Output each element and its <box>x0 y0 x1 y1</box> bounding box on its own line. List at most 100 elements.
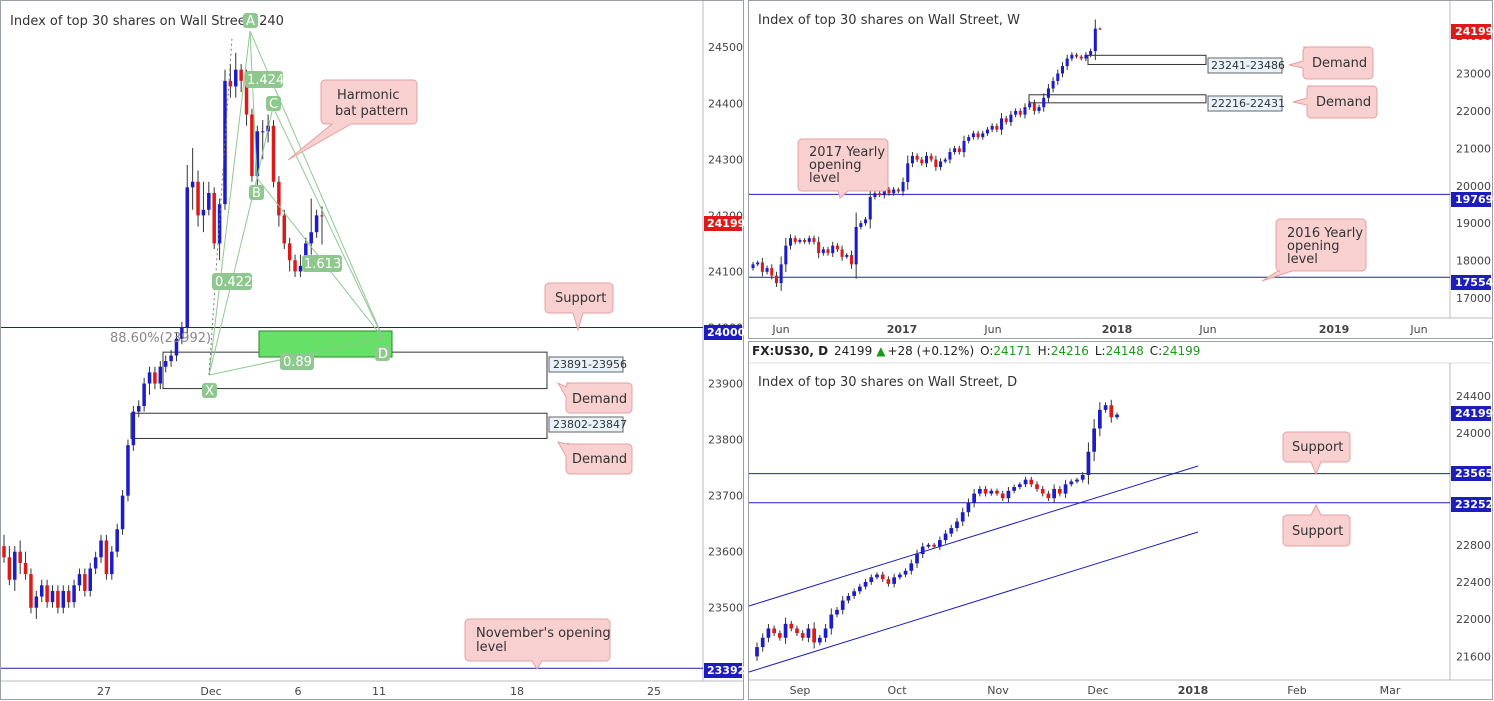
zone-2-tag <box>548 416 624 433</box>
candle-up <box>943 533 948 541</box>
chart-weekly[interactable]: Index of top 30 shares on Wall Street, W… <box>749 1 1494 336</box>
candle-up <box>185 187 190 328</box>
point-x-badge <box>202 383 217 398</box>
symbol-header: FX:US30, D 24199 ▲ +28 (+0.12%) O:24171 H:242… <box>752 344 1200 358</box>
candle-up <box>760 637 765 648</box>
candle-down <box>840 249 844 257</box>
candle-up <box>147 372 152 384</box>
candle-up <box>1092 428 1096 452</box>
candle-up <box>873 193 877 197</box>
candle-up <box>61 590 66 608</box>
dotted-projection <box>208 37 233 376</box>
candle-down <box>915 155 919 160</box>
candle-up <box>1018 484 1022 488</box>
candle-down <box>1040 488 1045 494</box>
candle-down <box>1046 493 1051 499</box>
callout-demand-1-text: Demand <box>1312 56 1367 71</box>
y-tick-label: 18000 <box>1456 255 1491 268</box>
candle-up <box>1063 484 1068 494</box>
candle-up <box>1103 405 1108 410</box>
candle-down <box>153 372 157 384</box>
channel-lower-line <box>748 531 1199 673</box>
candle-up <box>924 155 929 164</box>
y-tick-label: 24300 <box>708 153 743 166</box>
point-a-badge <box>243 13 258 28</box>
candle-up <box>966 502 971 513</box>
candle-up <box>949 528 954 534</box>
callout-2017-line2: opening <box>809 158 862 173</box>
candle-up <box>898 574 902 578</box>
candle-down <box>66 590 71 603</box>
candle-up <box>1023 479 1028 485</box>
candle-down <box>920 159 924 164</box>
zone-1-tag <box>1207 57 1283 74</box>
candle-down <box>1032 103 1036 111</box>
candles <box>751 19 1102 291</box>
candle-up <box>1042 97 1046 108</box>
candle-up <box>990 125 994 130</box>
candle-down <box>212 192 216 244</box>
candle-up <box>1086 451 1091 475</box>
candle-up <box>846 595 851 601</box>
x-tick-label: Jun <box>1409 323 1427 336</box>
y-tick-label: 24400 <box>1456 390 1491 403</box>
y-tick-label: 24100 <box>708 265 743 278</box>
candle-down <box>1075 54 1079 57</box>
y-tick-label: 24000 <box>1456 427 1491 440</box>
candle-up <box>756 262 760 265</box>
zone-1-tag <box>548 356 624 373</box>
current-price-tag <box>704 216 742 231</box>
candle-up <box>1009 114 1013 123</box>
candle-up <box>882 189 886 196</box>
candle-down <box>774 275 778 284</box>
candle-down <box>282 215 287 244</box>
candle-up <box>1069 481 1074 485</box>
x-tick-label: 2017 <box>887 323 918 336</box>
candle-up <box>1014 110 1018 115</box>
candle-down <box>929 155 933 160</box>
x-tick-label: 11 <box>372 685 386 698</box>
x-tick-label: Dec <box>1087 684 1108 697</box>
chart-daily[interactable]: FX:US30, D 24199 ▲ +28 (+0.12%) O:24171 H:242… <box>748 344 1493 697</box>
candle-down <box>896 189 900 192</box>
candle-up <box>223 80 227 205</box>
candle-up <box>1046 88 1050 98</box>
x-tick-label: Dec <box>200 685 221 698</box>
candle-up <box>136 405 141 412</box>
candle-down <box>886 579 891 584</box>
current-price-tag <box>1451 24 1491 39</box>
candle-up <box>255 131 260 177</box>
callout-2016-yearly: 2016 Yearly opening level <box>1261 218 1367 282</box>
candle-up <box>180 327 184 339</box>
callout-support: Support <box>544 282 614 332</box>
y-tick-label: 23700 <box>708 490 743 503</box>
candle-down <box>789 623 794 629</box>
candle-up <box>110 551 114 575</box>
callout-2017-line3: level <box>809 171 840 186</box>
candle-up <box>903 570 908 575</box>
candle-up <box>920 546 925 555</box>
level-1-tag <box>704 325 742 340</box>
candle-down <box>228 80 233 87</box>
point-x-label: X <box>205 384 214 399</box>
candle-down <box>196 181 200 216</box>
candle-down <box>104 540 109 575</box>
candles <box>755 399 1119 661</box>
candle-down <box>239 69 243 81</box>
chart-4h[interactable]: Index of top 30 shares on Wall Street, 2… <box>1 1 746 698</box>
callout-demand-1-text: Demand <box>572 392 627 407</box>
y-tick-label: 22000 <box>1456 613 1491 626</box>
callout-2016-line3: level <box>1287 252 1318 267</box>
candle-up <box>115 529 119 552</box>
level-1-text: 24000 <box>707 326 746 339</box>
y-tick-label: 22800 <box>1456 539 1491 552</box>
candle-up <box>1006 490 1011 499</box>
x-tick-label: 27 <box>97 685 111 698</box>
candle-up <box>766 628 771 638</box>
callout-support-2-text: Support <box>1292 524 1343 539</box>
channel-upper-line <box>748 465 1199 607</box>
demand-zones <box>1028 54 1207 104</box>
channel-lines <box>748 465 1199 673</box>
current-price-text: 24199 <box>707 217 745 230</box>
candle-up <box>1093 28 1097 52</box>
